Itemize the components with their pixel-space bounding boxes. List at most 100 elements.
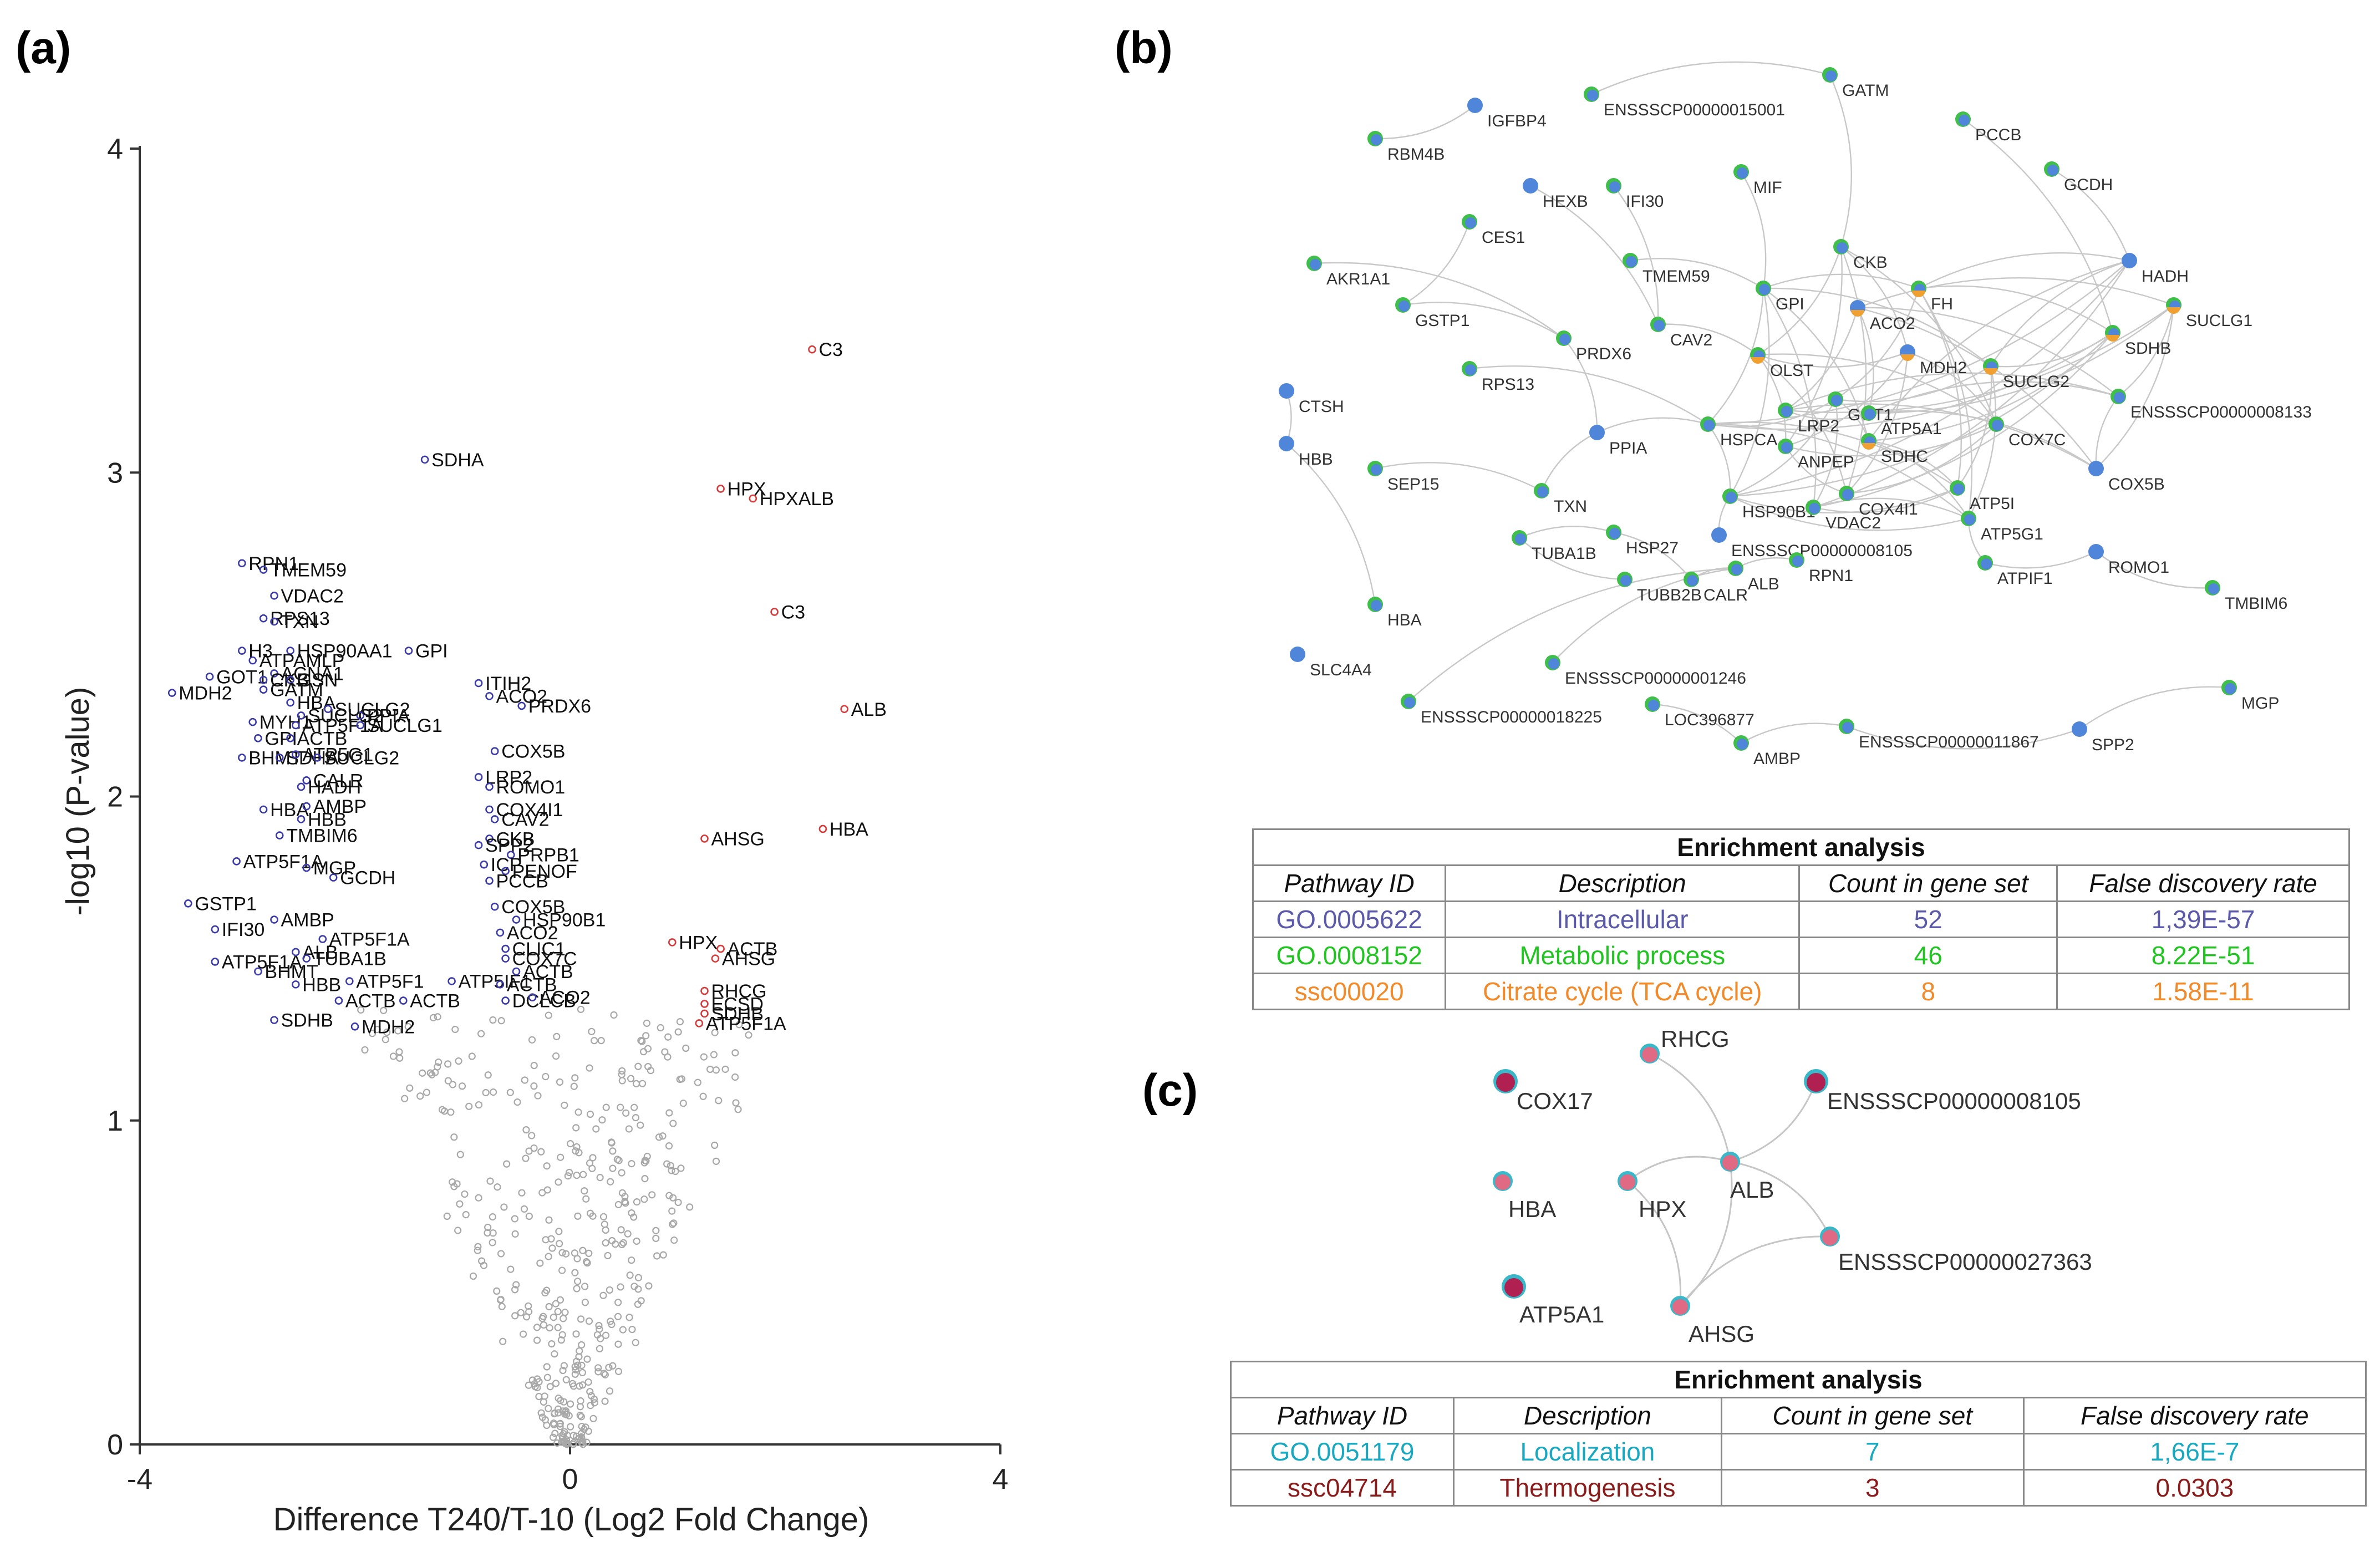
ns-point: [507, 1265, 515, 1273]
ns-point: [573, 1171, 581, 1179]
data-point-down: [324, 705, 332, 714]
node-segment: [1901, 354, 1914, 361]
network-edge: [1868, 260, 2130, 441]
node-dot: [1759, 284, 1770, 295]
ns-point: [574, 1108, 582, 1116]
point-label: ALB: [851, 699, 887, 720]
node-dot: [1825, 70, 1837, 82]
network-edge: [2118, 304, 2175, 397]
data-point-up: [695, 1019, 704, 1027]
data-point-down: [259, 685, 268, 694]
network-node: ENSSSCP00000027363: [1820, 1227, 2092, 1275]
ns-point: [567, 1423, 574, 1431]
pathway-id: GO.0051179: [1230, 1433, 1455, 1470]
ns-point: [628, 1256, 635, 1264]
ns-point: [700, 1053, 708, 1061]
point-label: ATP5F1A: [243, 851, 324, 872]
ns-point: [489, 1213, 496, 1221]
network-edge: [1707, 421, 1958, 489]
network-node: ROMO1: [2088, 544, 2169, 577]
count: 3: [1720, 1469, 2025, 1507]
ns-point: [642, 1032, 650, 1040]
node-dot: [1964, 514, 1975, 525]
point-label: HBB: [302, 974, 341, 995]
y-tick-label: 3: [107, 457, 123, 489]
ns-point: [676, 1018, 684, 1026]
network-edge: [1835, 365, 1991, 403]
point-label: HBA: [270, 800, 309, 821]
ns-point: [577, 1005, 585, 1013]
data-point-down: [334, 996, 343, 1005]
data-point-down: [528, 993, 537, 1002]
data-point-down: [291, 948, 300, 956]
ns-point: [643, 1152, 651, 1161]
network-edge: [1785, 352, 1909, 447]
ns-point: [589, 1414, 597, 1422]
ns-point: [586, 1159, 594, 1167]
ns-point: [644, 1045, 652, 1052]
ns-point: [731, 1049, 739, 1057]
ns-point: [628, 1325, 636, 1334]
ns-point: [579, 1246, 587, 1254]
node-label: PPIA: [1609, 439, 1647, 457]
network-node: IGFBP4: [1467, 98, 1547, 130]
node-dot: [1654, 320, 1665, 331]
ns-point: [628, 1209, 635, 1217]
ns-point: [577, 1413, 585, 1421]
network-edge: [1785, 409, 1869, 420]
ns-point: [572, 1330, 580, 1338]
ns-point: [558, 1266, 566, 1274]
network-edge: [1741, 722, 1847, 744]
node-dot: [1515, 533, 1526, 545]
ns-point: [659, 1132, 667, 1140]
node-dot: [1537, 486, 1548, 497]
ns-point: [562, 1376, 570, 1383]
ns-point: [499, 1337, 507, 1345]
data-point-down: [517, 701, 526, 710]
data-point-down: [259, 614, 268, 623]
point-label: PRDX6: [528, 696, 591, 717]
ns-point: [477, 1030, 485, 1037]
network-edge: [1918, 252, 2130, 289]
data-point-down: [474, 679, 483, 688]
ns-point: [389, 1052, 398, 1060]
table-row: ssc00020 Citrate cycle (TCA cycle) 8 1.5…: [1252, 973, 2350, 1010]
ns-point: [455, 1057, 462, 1065]
ns-point: [543, 1286, 551, 1294]
network-node: RBM4B: [1367, 131, 1445, 164]
network-b-edges: [1285, 61, 2230, 750]
network-edge: [1763, 288, 1870, 441]
ns-point: [597, 1335, 604, 1342]
data-point-down: [270, 669, 278, 678]
ns-point: [711, 1029, 719, 1036]
node-label: ENSSSCP00000011867: [1859, 733, 2039, 751]
network-edge: [1314, 262, 1564, 339]
ns-point: [560, 1315, 567, 1322]
node-dot: [1687, 575, 1698, 586]
ns-point: [454, 1227, 462, 1234]
network-edge: [1857, 277, 2174, 309]
node-label: CAV2: [1670, 331, 1712, 349]
network-edge: [1763, 273, 1919, 289]
ns-point: [609, 1164, 617, 1172]
point-label: MGP: [313, 858, 356, 879]
network-node: TUBB2B: [1617, 572, 1702, 604]
node-dot: [1282, 439, 1293, 450]
point-label: CKB: [496, 828, 535, 849]
network-edge: [1730, 487, 1958, 513]
data-point-down: [211, 958, 220, 966]
ns-point: [571, 1370, 579, 1378]
node-label: HADH: [2142, 267, 2189, 286]
ns-point: [579, 1381, 587, 1389]
point-label: COX4I1: [496, 800, 563, 821]
ns-point: [561, 1408, 569, 1416]
ns-point: [555, 1228, 563, 1235]
data-point-down: [270, 591, 278, 600]
ns-point: [602, 1331, 610, 1339]
ns-point: [614, 1367, 623, 1375]
ns-point: [553, 1032, 561, 1040]
ns-point: [435, 1059, 443, 1066]
node-dot: [1371, 134, 1382, 145]
ns-point: [590, 1395, 598, 1403]
ns-point: [676, 1075, 684, 1083]
